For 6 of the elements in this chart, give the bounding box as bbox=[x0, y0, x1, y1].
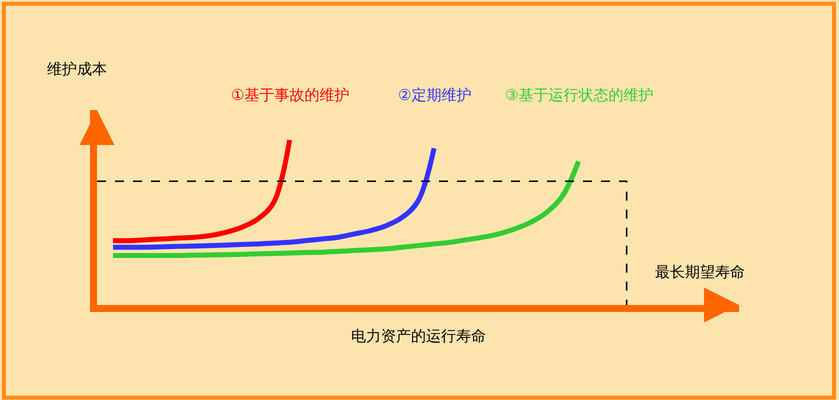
x-axis-title: 电力资产的运行寿命 bbox=[351, 327, 486, 345]
text: ②定期维护 bbox=[398, 86, 472, 104]
text: ①基于事故的维护 bbox=[231, 86, 350, 104]
annotation: 最长期望寿命 bbox=[655, 263, 745, 281]
y-axis-title: 维护成本 bbox=[47, 60, 107, 78]
text: ③基于运行状态的维护 bbox=[505, 86, 654, 104]
